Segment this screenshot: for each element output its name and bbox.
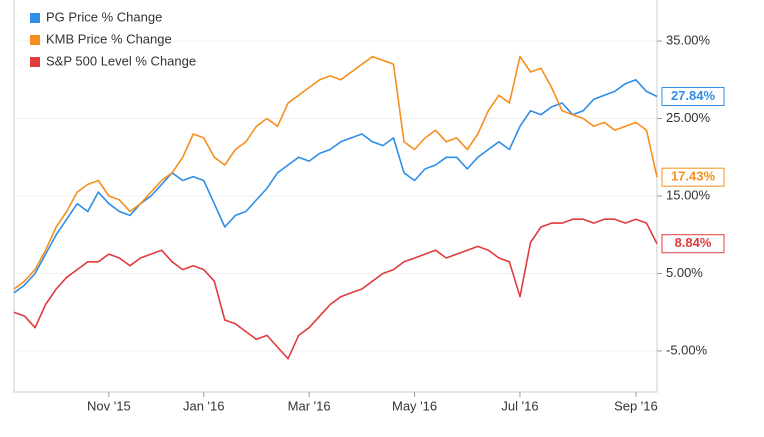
y-tick-label: 35.00% [666, 32, 711, 47]
legend-swatch [30, 35, 40, 45]
x-tick-label: Jul '16 [501, 398, 538, 413]
x-tick-label: Mar '16 [288, 398, 331, 413]
value-label-box [661, 234, 725, 254]
x-tick-label: Jan '16 [183, 398, 225, 413]
legend-swatch [30, 57, 40, 67]
y-tick-label: 25.00% [666, 110, 711, 125]
value-label-box [661, 167, 725, 187]
legend-label: PG Price % Change [46, 9, 162, 24]
legend-label: KMB Price % Change [46, 31, 172, 46]
value-label: 27.84% [671, 88, 716, 103]
legend-label: S&P 500 Level % Change [46, 53, 196, 68]
x-tick-label: Sep '16 [614, 398, 658, 413]
y-tick-label: 15.00% [666, 187, 711, 202]
value-label: 17.43% [671, 169, 716, 184]
x-tick-label: Nov '15 [87, 398, 131, 413]
legend-swatch [30, 13, 40, 23]
y-tick-label: -5.00% [666, 342, 708, 357]
series-line [13, 218, 658, 360]
value-label-box [661, 87, 725, 107]
value-label: 8.84% [675, 235, 712, 250]
x-tick-label: May '16 [392, 398, 437, 413]
series-line [13, 55, 658, 290]
series-line [13, 79, 658, 294]
y-tick-label: 5.00% [666, 265, 703, 280]
